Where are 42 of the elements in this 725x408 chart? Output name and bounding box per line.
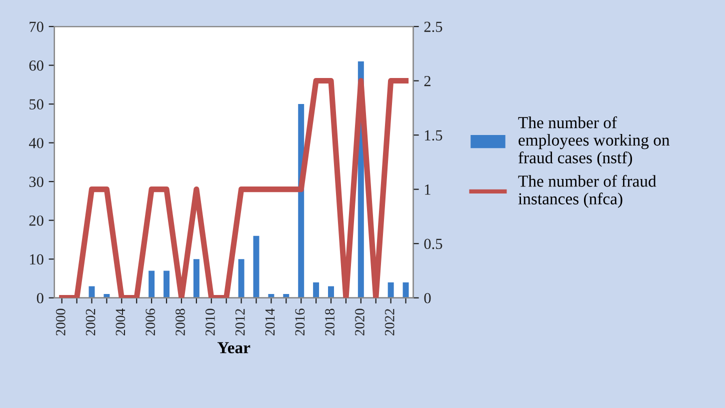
bar <box>148 270 155 298</box>
bar <box>164 270 170 298</box>
y-tick-label: 40 <box>28 138 44 148</box>
y2-tick-label: 1.5 <box>425 130 442 141</box>
bar <box>238 259 244 298</box>
x-tick-label: 2006 <box>146 308 156 336</box>
x-tick-label: 2010 <box>205 308 215 336</box>
y2-tick-label: 0.5 <box>424 238 442 250</box>
y-tick-label: 0 <box>36 292 44 304</box>
bar <box>313 282 320 298</box>
bar <box>193 259 200 298</box>
y2-tick-label: 2.5 <box>424 22 442 32</box>
y2-tick-label: 2 <box>424 76 430 86</box>
bar <box>253 236 260 298</box>
bar <box>283 294 290 298</box>
legend-label: The number of employees working on fraud cases (nstf) <box>518 116 670 167</box>
y-tick-label: 70 <box>30 22 44 32</box>
x-tick-label: 2016 <box>295 308 305 336</box>
bar <box>268 294 274 298</box>
x-tick-label: 2014 <box>265 308 275 336</box>
x-axis-title: Year <box>217 342 250 354</box>
y-tick-label: 50 <box>30 99 44 110</box>
x-tick-label: 2004 <box>116 308 126 336</box>
bar <box>328 286 334 298</box>
y-tick-label: 60 <box>29 60 44 71</box>
y-tick-label: 20 <box>29 215 44 226</box>
x-tick-label: 2022 <box>384 309 394 336</box>
bar <box>402 282 409 298</box>
x-tick-label: 2020 <box>355 308 364 336</box>
x-tick-label: 2002 <box>86 309 96 336</box>
bar <box>104 294 110 298</box>
legend-label: The number of fraud instances (nfca) <box>518 174 656 208</box>
x-tick-label: 2000 <box>56 308 66 336</box>
x-tick-label: 2018 <box>325 308 334 336</box>
y2-tick-label: 1 <box>425 184 430 195</box>
bar <box>388 282 394 298</box>
y2-tick-label: 0 <box>424 292 431 304</box>
y-tick-label: 30 <box>29 176 44 188</box>
y-tick-label: 10 <box>30 254 44 265</box>
bar <box>88 286 95 298</box>
x-tick-label: 2012 <box>235 309 245 336</box>
x-tick-label: 2008 <box>176 308 185 336</box>
